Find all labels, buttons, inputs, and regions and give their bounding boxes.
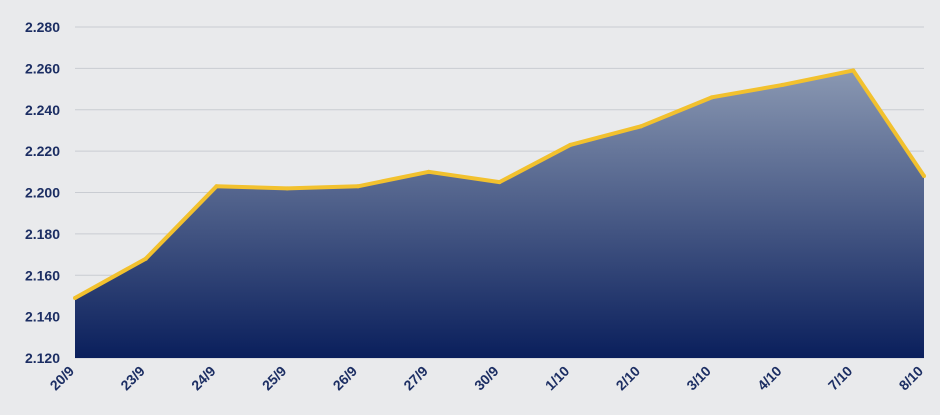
data-point <box>214 184 219 189</box>
series-line-layer <box>73 68 926 301</box>
y-tick-label: 2.280 <box>25 19 60 35</box>
y-tick-label: 2.160 <box>25 267 60 283</box>
data-point <box>851 68 856 73</box>
data-point <box>780 82 785 87</box>
y-tick-label: 2.140 <box>25 309 60 325</box>
x-tick-label: 23/9 <box>117 363 148 394</box>
x-tick-label: 3/10 <box>683 363 714 394</box>
y-tick-label: 2.200 <box>25 185 60 201</box>
y-tick-label: 2.220 <box>25 143 60 159</box>
x-tick-label: 26/9 <box>330 363 361 394</box>
x-axis-ticks: 20/9 23/9 24/9 25/9 26/9 27/9 30/9 1/10 2/10 3/10… <box>47 363 927 394</box>
data-point <box>285 186 290 191</box>
data-point <box>73 296 77 301</box>
y-tick-label: 2.120 <box>25 350 60 366</box>
data-point <box>922 173 926 178</box>
x-tick-label: 1/10 <box>542 363 573 394</box>
x-tick-label: 24/9 <box>188 363 219 394</box>
y-axis-ticks: 2.120 2.140 2.160 2.180 2.200 2.220 2.240 2.260… <box>25 19 60 366</box>
data-point <box>497 180 502 185</box>
data-point <box>639 124 643 129</box>
x-tick-label: 25/9 <box>259 363 290 394</box>
area-fill-layer <box>75 70 924 358</box>
y-tick-label: 2.260 <box>25 60 60 76</box>
y-tick-label: 2.240 <box>25 102 60 118</box>
y-tick-label: 2.180 <box>25 226 60 242</box>
data-point <box>356 184 360 189</box>
x-tick-label: 2/10 <box>613 363 644 394</box>
data-point <box>709 95 714 100</box>
x-tick-label: 7/10 <box>825 363 856 394</box>
x-tick-label: 30/9 <box>471 363 502 394</box>
data-point <box>568 142 573 147</box>
x-tick-label: 20/9 <box>47 363 78 394</box>
x-tick-label: 8/10 <box>896 363 927 394</box>
series-area <box>75 70 924 358</box>
x-tick-label: 27/9 <box>400 363 431 394</box>
data-point <box>143 256 148 261</box>
data-point <box>426 169 431 174</box>
x-tick-label: 4/10 <box>754 363 785 394</box>
